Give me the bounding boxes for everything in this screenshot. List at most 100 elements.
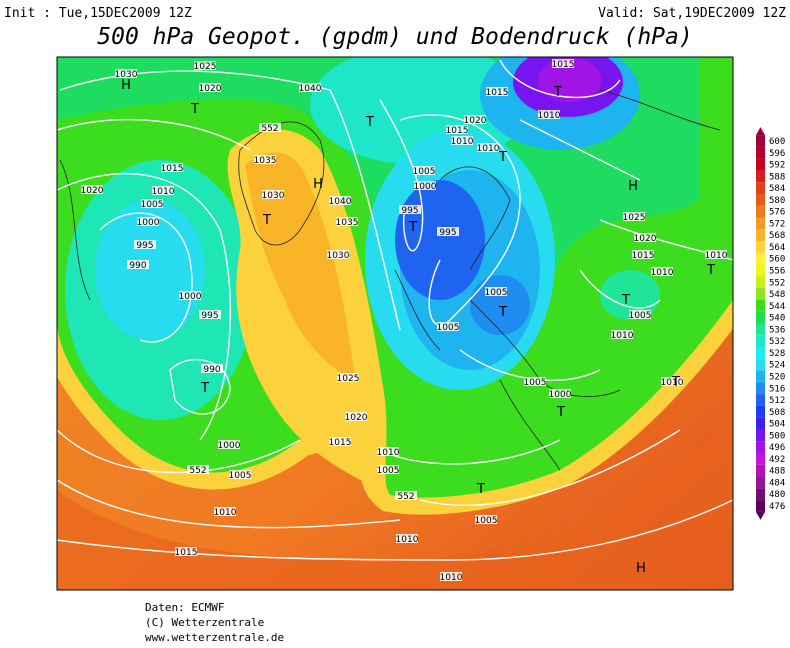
label-box bbox=[477, 143, 499, 152]
isobar-label: 1030 bbox=[327, 251, 350, 261]
colorbar-swatch bbox=[756, 370, 765, 383]
colorbar-swatch bbox=[756, 170, 765, 183]
init-time: Init : Tue,15DEC2009 12Z bbox=[4, 6, 192, 21]
label-box bbox=[262, 190, 284, 199]
isobar-label: 552 bbox=[189, 466, 206, 476]
colorbar-label: 600 bbox=[769, 137, 785, 147]
colorbar-label: 532 bbox=[769, 337, 785, 347]
isobar-label: 995 bbox=[136, 241, 153, 251]
label-box bbox=[254, 155, 276, 164]
colorbar-swatch bbox=[756, 205, 765, 218]
colorbar-cap bbox=[756, 127, 765, 136]
colorbar-swatch bbox=[756, 193, 765, 206]
isobar-label: 1000 bbox=[218, 441, 241, 451]
isobar-label: 1010 bbox=[477, 144, 500, 154]
colorbar-swatch bbox=[756, 241, 765, 253]
label-box bbox=[437, 227, 459, 236]
isobar-label: 1025 bbox=[337, 374, 360, 384]
colorbar-label: 488 bbox=[769, 467, 785, 477]
pressure-center: H bbox=[313, 177, 323, 192]
label-box bbox=[524, 377, 546, 386]
isobar-label: 1005 bbox=[524, 378, 547, 388]
colorbar-label: 536 bbox=[769, 325, 785, 335]
label-box bbox=[552, 59, 574, 68]
isobar-label: 1030 bbox=[115, 70, 138, 80]
footer-line: (C) Wetterzentrale bbox=[145, 616, 264, 629]
label-box bbox=[413, 166, 435, 175]
colorbar-swatch bbox=[756, 405, 765, 418]
isobar-label: 1005 bbox=[229, 471, 252, 481]
isobar-label: 1005 bbox=[485, 288, 508, 298]
isobar bbox=[57, 70, 733, 561]
label-box bbox=[199, 83, 221, 92]
isobar-label: 995 bbox=[201, 311, 218, 321]
isobar-label: 1010 bbox=[152, 187, 175, 197]
label-box bbox=[440, 572, 462, 581]
colorbar-swatch bbox=[756, 347, 765, 359]
colorbar-swatch bbox=[756, 441, 765, 454]
colorbar-label: 592 bbox=[769, 161, 785, 171]
isobar-label: 995 bbox=[401, 206, 418, 216]
colorbar-label: 524 bbox=[769, 361, 785, 371]
colorbar-swatch bbox=[756, 453, 765, 465]
label-box bbox=[634, 233, 656, 242]
label-box bbox=[152, 186, 174, 195]
colorbar-label: 540 bbox=[769, 314, 785, 324]
isobar-label: 1020 bbox=[199, 84, 222, 94]
valid-time: Valid: Sat,19DEC2009 12Z bbox=[598, 6, 786, 21]
pressure-center: H bbox=[121, 78, 131, 93]
isobar-label: 1010 bbox=[538, 111, 561, 121]
pressure-center: T bbox=[556, 405, 565, 420]
label-box bbox=[201, 364, 223, 373]
colorbar-label: 508 bbox=[769, 408, 785, 418]
colorbar-swatch bbox=[756, 311, 765, 324]
isobar-label: 1000 bbox=[137, 218, 160, 228]
colorbar-swatch bbox=[756, 158, 765, 171]
pressure-center: T bbox=[498, 150, 507, 165]
colorbar-label: 596 bbox=[769, 149, 785, 159]
isobar-label: 1005 bbox=[141, 200, 164, 210]
colorbar-label: 516 bbox=[769, 384, 785, 394]
colorbar-swatch bbox=[756, 252, 765, 265]
map-frame bbox=[56, 56, 734, 591]
label-box bbox=[464, 115, 486, 124]
label-box bbox=[329, 196, 351, 205]
label-box bbox=[259, 123, 281, 132]
isobar-label: 1015 bbox=[161, 164, 184, 174]
footer-line: www.wetterzentrale.de bbox=[145, 631, 284, 644]
isobar-label: 1010 bbox=[214, 508, 237, 518]
label-box bbox=[485, 287, 507, 296]
label-box bbox=[395, 491, 417, 500]
isobar-label: 1030 bbox=[262, 191, 285, 201]
ridge-core bbox=[245, 152, 355, 380]
pressure-center: T bbox=[408, 220, 417, 235]
colorbar-label: 476 bbox=[769, 502, 785, 512]
isobar-label: 1015 bbox=[175, 548, 198, 558]
isobar-label: 1005 bbox=[413, 167, 436, 177]
colorbar-label: 492 bbox=[769, 455, 785, 465]
pressure-center: H bbox=[636, 561, 646, 576]
isobar-label: 990 bbox=[203, 365, 220, 375]
label-box bbox=[214, 507, 236, 516]
colorbar-label: 568 bbox=[769, 231, 785, 241]
purple-core bbox=[538, 58, 602, 102]
colorbar-swatch bbox=[756, 299, 765, 312]
isobar-label: 1035 bbox=[336, 218, 359, 228]
label-box bbox=[299, 83, 321, 92]
isobar-label: 1010 bbox=[440, 573, 463, 583]
pressure-center: T bbox=[476, 482, 485, 497]
label-box bbox=[345, 412, 367, 421]
colorbar-label: 528 bbox=[769, 349, 785, 359]
label-box bbox=[175, 547, 197, 556]
isobar-label: 1005 bbox=[437, 323, 460, 333]
colorbar-swatch bbox=[756, 229, 765, 242]
label-box bbox=[549, 389, 571, 398]
label-box bbox=[437, 322, 459, 331]
pressure-labels: 1030H10251020T5521040T1035H1030T10401035… bbox=[81, 59, 728, 583]
label-box bbox=[199, 310, 221, 319]
label-box bbox=[329, 437, 351, 446]
isobar-label: 990 bbox=[129, 261, 146, 271]
colorbar-swatch bbox=[756, 488, 765, 501]
isobar-label: 1040 bbox=[299, 84, 322, 94]
